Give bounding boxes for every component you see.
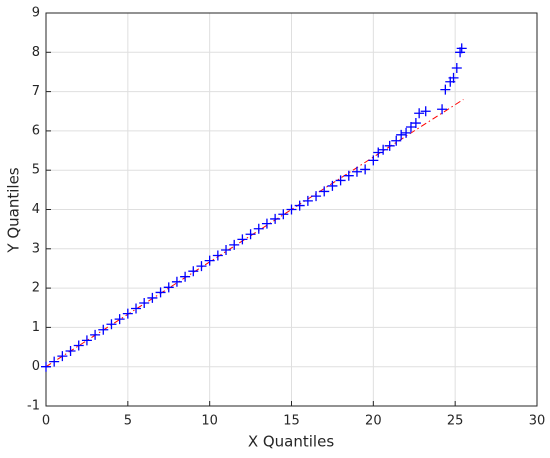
y-tick-label: 1 [32, 320, 40, 335]
data-point [286, 204, 297, 215]
data-point [319, 186, 330, 197]
data-point [261, 218, 272, 229]
data-point [311, 191, 322, 202]
x-axis-label: X Quantiles [248, 433, 335, 451]
data-point [294, 200, 305, 211]
data-point [270, 213, 281, 224]
data-point [155, 287, 166, 298]
data-point [139, 298, 150, 309]
y-tick-label: 7 [32, 84, 40, 99]
y-tick-label: 4 [32, 202, 40, 217]
data-point [401, 127, 412, 138]
data-point [437, 104, 448, 115]
data-point [396, 129, 407, 140]
data-point [57, 351, 68, 362]
data-point [368, 155, 379, 166]
data-point [278, 209, 289, 220]
data-point [237, 234, 248, 245]
data-point [373, 147, 384, 158]
data-point [351, 166, 362, 177]
data-point [414, 108, 425, 119]
data-point [456, 43, 467, 54]
data-point [384, 140, 395, 151]
data-point [451, 63, 462, 74]
data-point [420, 106, 431, 117]
plot-frame [45, 12, 538, 407]
data-point [302, 195, 313, 206]
data-point [90, 329, 101, 340]
data-point [81, 335, 92, 346]
data-point [106, 319, 117, 330]
data-point [327, 180, 338, 191]
data-point [196, 261, 207, 272]
data-point [131, 303, 142, 314]
data-point [212, 250, 223, 261]
y-tick-label: 5 [32, 163, 40, 178]
data-point [41, 361, 51, 372]
data-point [73, 340, 84, 351]
y-tick-label: -1 [27, 399, 40, 414]
x-tick-label: 15 [283, 414, 300, 429]
data-point [147, 292, 158, 303]
data-point [65, 345, 76, 356]
y-tick-label: 3 [32, 241, 40, 256]
y-tick-label: 6 [32, 123, 40, 138]
x-tick-label: 10 [201, 414, 218, 429]
data-point [180, 271, 191, 282]
reference-line [45, 99, 464, 368]
y-tick-label: 8 [32, 45, 40, 60]
x-tick-label: 20 [365, 414, 382, 429]
data-point [122, 308, 133, 319]
data-point [98, 324, 109, 335]
data-point [335, 175, 346, 186]
data-point [204, 255, 215, 266]
data-point [221, 244, 232, 255]
data-point [343, 170, 354, 181]
data-point [171, 276, 182, 287]
data-point [229, 239, 240, 250]
data-point [114, 314, 125, 325]
x-tick-label: 30 [529, 414, 546, 429]
data-point [163, 282, 174, 293]
y-axis-label: Y Quantiles [5, 167, 23, 253]
data-point [440, 84, 451, 95]
data-point [253, 223, 264, 234]
data-point [49, 356, 60, 367]
data-point [391, 135, 402, 146]
y-tick-label: 2 [32, 281, 40, 296]
data-point [448, 72, 459, 83]
x-tick-label: 5 [124, 414, 132, 429]
data-point [245, 229, 256, 240]
data-point [410, 118, 421, 129]
data-point [360, 164, 371, 175]
y-tick-label: 9 [32, 6, 40, 21]
data-point [378, 144, 389, 155]
y-tick-label: 0 [32, 359, 40, 374]
x-tick-label: 0 [42, 414, 50, 429]
data-point [188, 266, 199, 277]
x-tick-label: 25 [447, 414, 464, 429]
